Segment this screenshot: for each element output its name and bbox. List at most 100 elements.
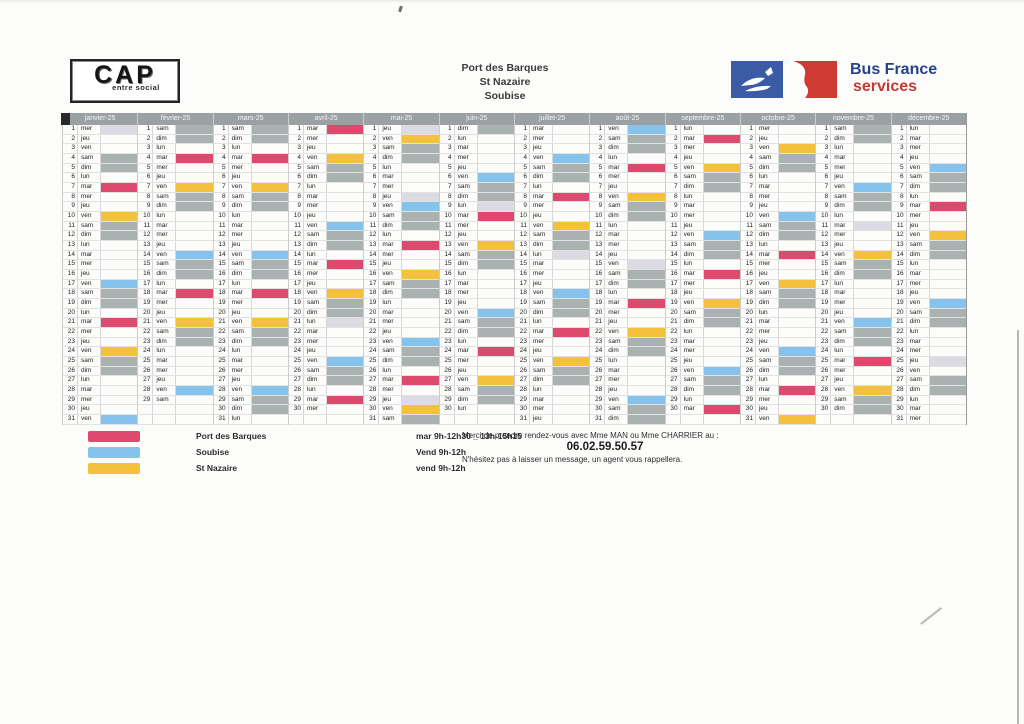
day-highlight [930,289,966,298]
day-weekday: mer [153,299,177,308]
day-number [138,415,154,424]
day-weekday: sam [831,192,855,202]
day-row: 30 mar [891,405,966,416]
day-weekday: lun [455,202,478,212]
day-weekday: sam [530,231,553,241]
day-weekday: sam [304,231,327,241]
day-row: 3 sam [364,144,439,155]
day-row: 10 ven [740,212,816,222]
day-row: 6 jeu [816,173,891,184]
day-weekday: jeu [831,308,855,318]
day-highlight [930,193,966,202]
day-weekday: mar [153,357,177,366]
day-number: 9 [289,202,304,212]
day-highlight [326,125,364,134]
day-weekday: mer [831,163,855,173]
day-row: 27 jeu [138,376,213,387]
day-highlight [779,193,815,202]
day-number: 11 [515,221,530,231]
day-highlight [402,395,439,405]
day-number: 23 [440,337,455,347]
day-row: 25 jeu [665,357,740,367]
day-number: 14 [63,250,78,260]
day-highlight [779,376,815,385]
day-weekday: lun [304,183,327,192]
day-row: 10 mer [891,212,966,222]
day-row: 15 mar [288,260,364,271]
day-row: 18 mar [138,289,213,300]
day-weekday: lun [304,318,327,328]
day-highlight [402,376,439,386]
day-row: 12 sam [514,231,590,242]
day-weekday: dim [605,279,629,289]
day-number: 8 [289,192,304,202]
day-number: 16 [590,270,606,279]
day-row: 25 lun [590,357,665,367]
cap-logo-text: CAP [94,61,156,89]
day-weekday: lun [78,241,101,250]
day-number: 17 [666,279,681,289]
day-weekday: mar [78,386,101,395]
day-weekday: dim [455,395,478,405]
day-weekday: mar [530,328,553,337]
day-highlight [628,376,664,385]
day-number: 13 [515,241,530,250]
day-row: 26 sam [288,366,364,377]
day-row: 28 ven [816,386,891,396]
day-row: 26 mar [590,366,665,377]
day-highlight [101,163,138,173]
day-number: 4 [63,154,78,163]
day-number: 20 [892,308,907,318]
day-weekday: ven [304,357,327,366]
day-weekday: mer [153,163,177,173]
day-row: 16 ven [364,270,439,280]
day-weekday: sam [455,386,478,395]
day-number: 6 [63,173,78,183]
day-number: 7 [892,183,907,192]
day-weekday: sam [229,192,252,202]
day-number: 6 [741,173,756,183]
day-highlight [101,260,137,269]
day-weekday: jeu [153,241,177,250]
day-highlight [628,154,664,163]
day-number: 8 [666,192,681,202]
day-row: 14 ven [213,250,288,261]
day-highlight [478,270,514,279]
day-highlight [101,415,138,424]
day-number: 31 [364,415,380,424]
day-row: 28 jeu [590,386,665,396]
day-weekday: mar [455,279,478,289]
day-number: 10 [364,212,380,221]
day-highlight [176,212,212,221]
day-number: 22 [138,328,154,337]
day-highlight [176,144,212,153]
day-number: 5 [138,163,154,173]
day-row: 17 ven [740,279,816,290]
title-line-soubise: Soubise [484,90,526,102]
day-weekday: mar [530,192,553,202]
day-row: 22 lun [665,328,740,338]
day-highlight [326,357,364,366]
day-row: 21 ven [213,318,288,329]
day-row: 8 mer [740,192,816,203]
day-number: 13 [138,241,154,250]
day-weekday: mer [455,357,478,366]
day-row: 16 jeu [740,270,816,280]
day-number: 24 [364,347,380,357]
day-highlight [326,318,364,328]
day-weekday: sam [455,250,478,260]
day-row: 10 ven [63,212,138,222]
day-highlight [327,193,363,202]
day-weekday: lun [379,366,403,376]
day-weekday: dim [455,125,478,134]
day-highlight [477,125,514,134]
day-highlight [478,222,514,231]
day-highlight [704,193,740,202]
day-row: 13 sam [665,241,740,251]
day-row: 4 sam [740,154,816,164]
day-weekday: sam [379,144,403,154]
day-number: 17 [590,279,606,289]
day-row: 5 ven [665,163,740,174]
day-weekday: lun [455,405,478,415]
day-weekday: lun [379,231,403,241]
